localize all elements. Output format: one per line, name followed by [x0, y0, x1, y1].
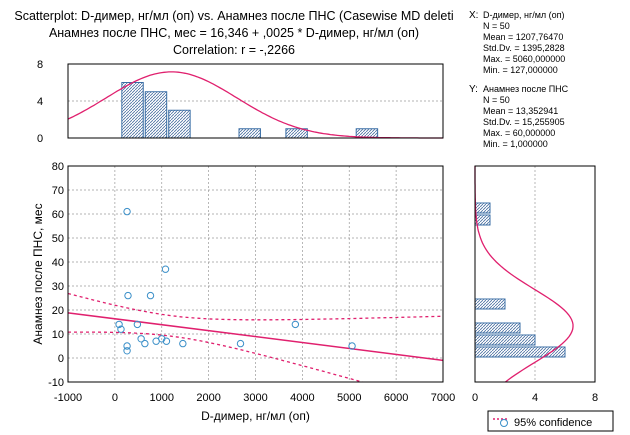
- y-tick-label: 10: [52, 329, 64, 341]
- x-stat-n: N = 50: [483, 21, 510, 31]
- y-statistics: Y: Анамнез после ПНС N = 50 Mean = 13,35…: [469, 84, 568, 150]
- y-histogram-bar: [474, 298, 506, 310]
- data-point: [179, 339, 187, 348]
- x-stat-name: D-димер, нг/мл (оп): [483, 10, 565, 20]
- lower-confidence-band: [68, 331, 365, 382]
- regression-line: [67, 312, 444, 362]
- x-histogram-bar: [121, 82, 144, 139]
- chart-title: Scatterplot: D-димер, нг/мл (оп) vs. Ана…: [14, 9, 454, 23]
- data-point: [124, 291, 132, 300]
- x-tick-label: 6000: [384, 392, 408, 404]
- data-point: [236, 339, 245, 348]
- x-tick-label: 0: [112, 392, 118, 404]
- x-tick-label: 4000: [290, 392, 314, 404]
- scatter-plot-area: [67, 165, 444, 383]
- legend-box: [487, 410, 614, 432]
- x-stat-mean: Mean = 1207,76470: [483, 32, 564, 42]
- x-histogram-bar: [144, 91, 168, 139]
- legend-marker: [500, 419, 508, 427]
- y-histogram-tick-label: 4: [532, 392, 538, 404]
- data-point: [348, 342, 356, 350]
- regression-equation: Анамнез после ПНС, мес = 16,346 + ,0025 …: [48, 26, 420, 40]
- x-axis-label: D-димер, нг/мл (оп): [201, 409, 310, 423]
- x-tick-label: 3000: [243, 392, 267, 404]
- x-histogram-area: [67, 63, 444, 139]
- y-stat-std: Std.Dv. = 15,255905: [483, 117, 565, 127]
- y-tick-label: -10: [48, 377, 64, 389]
- y-stat-mean: Mean = 13,352941: [483, 106, 559, 116]
- data-point: [123, 342, 131, 350]
- x-tick-label: -1000: [54, 392, 82, 404]
- x-histogram-tick-label: 0: [37, 133, 43, 145]
- x-histogram-bar: [238, 128, 261, 139]
- x-stat-std: Std.Dv. = 1395,2828: [483, 43, 565, 53]
- x-tick-label: 7000: [431, 392, 455, 404]
- y-tick-label: 80: [52, 161, 64, 173]
- x-tick-label: 5000: [337, 392, 361, 404]
- legend-label: 95% confidence: [514, 417, 592, 429]
- x-tick-label: 1000: [150, 392, 174, 404]
- y-tick-label: 70: [52, 185, 64, 197]
- x-statistics: X: D-димер, нг/мл (оп) N = 50 Mean = 120…: [469, 10, 565, 76]
- x-stat-min: Min. = 127,000000: [483, 65, 558, 75]
- y-tick-label: 40: [52, 257, 64, 269]
- x-histogram-tick-label: 8: [37, 59, 43, 71]
- y-histogram-bar: [474, 322, 521, 334]
- x-histogram-bar: [168, 109, 191, 139]
- legend: 95% confidence: [487, 410, 614, 432]
- y-histogram-bar: [474, 202, 491, 214]
- y-stat-name: Анамнез после ПНС: [483, 84, 569, 94]
- y-histogram-tick-label: 0: [472, 392, 478, 404]
- data-point: [158, 335, 166, 343]
- data-point: [123, 207, 131, 216]
- data-point: [133, 320, 142, 329]
- y-tick-label: 30: [52, 281, 64, 293]
- y-axis-label: Анамнез после ПНС, мес: [31, 203, 45, 344]
- y-tick-label: 20: [52, 305, 64, 317]
- data-point: [161, 265, 170, 273]
- y-stat-max: Max. = 60,000000: [483, 128, 556, 138]
- data-point: [291, 320, 300, 329]
- data-point: [141, 339, 149, 348]
- data-point: [123, 347, 131, 355]
- y-histogram-area: [474, 165, 596, 383]
- y-histogram-tick-label: 8: [592, 392, 598, 404]
- data-point: [162, 337, 171, 345]
- y-stat-key: Y:: [469, 84, 478, 95]
- y-tick-label: 60: [52, 209, 64, 221]
- data-point: [115, 320, 123, 329]
- y-histogram-bar: [474, 334, 536, 346]
- correlation-text: Correlation: r = -,2266: [173, 43, 295, 57]
- x-stat-key: X:: [469, 10, 479, 21]
- y-tick-label: 0: [58, 353, 64, 365]
- x-histogram-tick-label: 4: [37, 96, 43, 108]
- y-stat-min: Min. = 1,000000: [483, 139, 548, 149]
- data-point: [137, 335, 145, 343]
- data-point: [117, 325, 125, 333]
- y-tick-label: 50: [52, 233, 64, 245]
- x-tick-label: 2000: [196, 392, 220, 404]
- x-stat-max: Max. = 5060,000000: [483, 54, 566, 64]
- y-stat-n: N = 50: [483, 95, 510, 105]
- data-point: [146, 291, 155, 300]
